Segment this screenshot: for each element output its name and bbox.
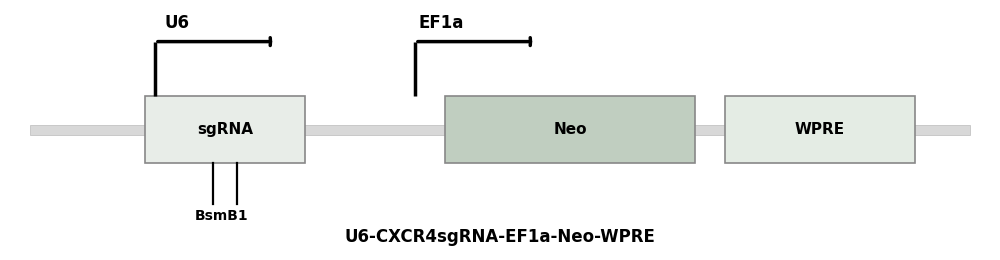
Text: sgRNA: sgRNA — [197, 122, 253, 137]
Text: BsmB1: BsmB1 — [195, 209, 249, 223]
Text: U6-CXCR4sgRNA-EF1a-Neo-WPRE: U6-CXCR4sgRNA-EF1a-Neo-WPRE — [345, 228, 655, 246]
Text: Neo: Neo — [553, 122, 587, 137]
Bar — [145, 96, 305, 162]
Text: EF1a: EF1a — [418, 15, 463, 32]
Text: WPRE: WPRE — [795, 122, 845, 137]
Bar — [725, 96, 915, 162]
Text: U6: U6 — [165, 15, 190, 32]
Bar — [445, 96, 695, 162]
Bar — [30, 125, 970, 135]
